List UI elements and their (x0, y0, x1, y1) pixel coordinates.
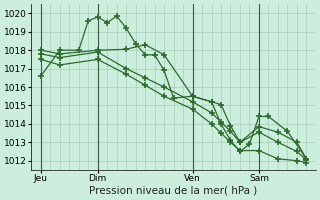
X-axis label: Pression niveau de la mer( hPa ): Pression niveau de la mer( hPa ) (90, 186, 258, 196)
